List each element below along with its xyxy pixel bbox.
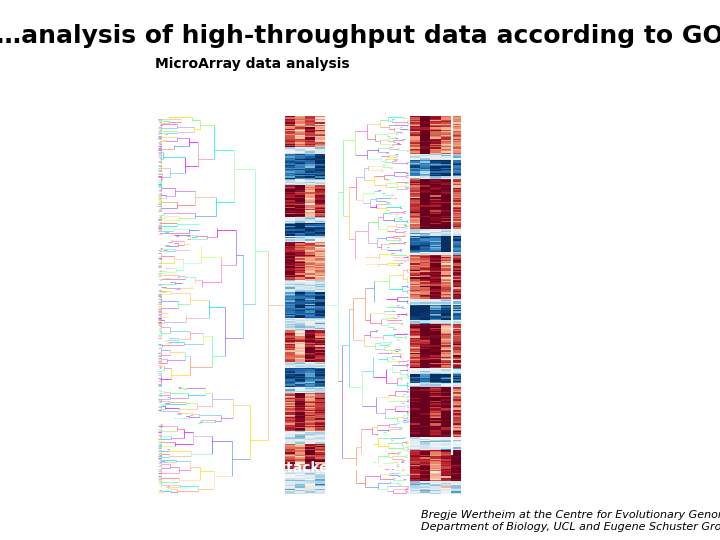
Text: …analysis of high-throughput data according to GO: …analysis of high-throughput data accord… [0, 24, 720, 48]
Polygon shape [340, 92, 390, 104]
Text: time: time [338, 70, 377, 85]
Polygon shape [287, 92, 332, 104]
Text: MicroArray data analysis: MicroArray data analysis [155, 57, 349, 71]
Text: Bregje Wertheim at the Centre for Evolutionary Genomics,
Department of Biology, : Bregje Wertheim at the Centre for Evolut… [421, 510, 720, 532]
Text: attacked: attacked [271, 461, 339, 475]
Text: control: control [347, 461, 402, 475]
